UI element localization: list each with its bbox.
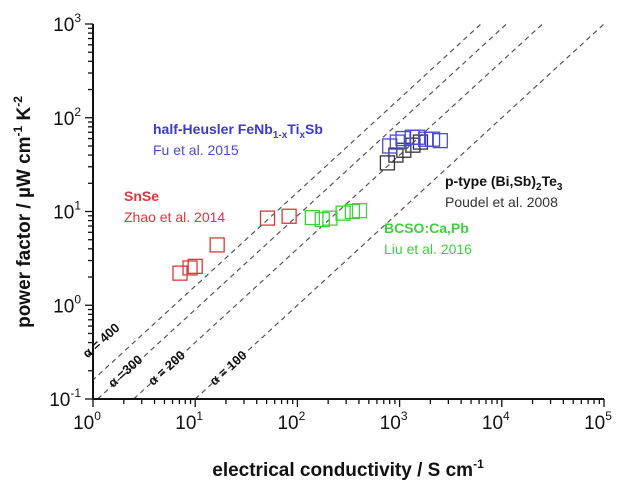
iso-label-alpha-400: α = 400 (79, 320, 122, 361)
data-point-snse (172, 265, 188, 281)
data-point-half-heusler-fenb1-xtixsb (389, 134, 405, 150)
y-axis-label: power factor / µW cm-1 K-2 (11, 96, 35, 328)
bt-ref: Poudel et al. 2008 (445, 194, 558, 210)
data-point-bcso-ca-pb (335, 205, 351, 221)
hh-label: half-Heusler FeNb1-xTixSb (153, 121, 323, 141)
y-tick-label: 100 (53, 292, 81, 317)
iso-label-alpha-200: α = 200 (145, 347, 188, 388)
hh-ref: Fu et al. 2015 (153, 142, 239, 158)
data-point-p-type-bi-sb-2te3 (388, 147, 404, 163)
data-point-bcso-ca-pb (351, 203, 368, 219)
x-axis-label: electrical conductivity / S cm-1 (212, 457, 484, 481)
x-tick-label: 102 (277, 409, 305, 434)
data-point-half-heusler-fenb1-xtixsb (409, 129, 426, 145)
x-tick-label: 101 (175, 409, 203, 434)
data-point-snse (259, 210, 276, 226)
iso-line-alpha-400 (93, 24, 482, 381)
iso-label-alpha-100: α = 100 (206, 347, 249, 388)
x-tick-label: 105 (584, 409, 612, 434)
data-point-half-heusler-fenb1-xtixsb (432, 132, 448, 149)
bc-ref: Liu et al. 2016 (384, 241, 472, 257)
iso-label-alpha-300: α =300 (105, 352, 145, 391)
bc-label: BCSO:Ca,Pb (384, 220, 469, 236)
bt-label: p-type (Bi,Sb)2Te3 (445, 173, 563, 193)
y-tick-label: 102 (53, 105, 81, 130)
iso-line-alpha-300 (97, 24, 507, 399)
y-tick-label: 101 (53, 199, 81, 224)
data-point-bcso-ca-pb (314, 211, 330, 228)
data-point-snse (182, 260, 198, 276)
data-point-half-heusler-fenb1-xtixsb (404, 129, 420, 145)
x-tick-label: 100 (73, 409, 101, 434)
data-point-snse (187, 258, 203, 274)
data-point-bcso-ca-pb (322, 210, 338, 226)
sn-label: SnSe (124, 188, 159, 204)
data-point-snse (281, 208, 297, 224)
sn-ref: Zhao et al. 2014 (124, 209, 225, 225)
data-point-snse (209, 237, 225, 253)
iso-line-alpha-200 (133, 24, 543, 399)
data-point-p-type-bi-sb-2te3 (379, 155, 396, 171)
data-point-p-type-bi-sb-2te3 (412, 134, 429, 150)
iso-line-alpha-100 (194, 24, 604, 399)
data-point-bcso-ca-pb (304, 209, 320, 226)
x-tick-label: 103 (380, 409, 408, 434)
y-tick-label: 10-1 (49, 386, 81, 411)
y-tick-label: 103 (53, 11, 81, 36)
data-point-half-heusler-fenb1-xtixsb (424, 131, 441, 147)
x-tick-label: 104 (482, 409, 510, 434)
